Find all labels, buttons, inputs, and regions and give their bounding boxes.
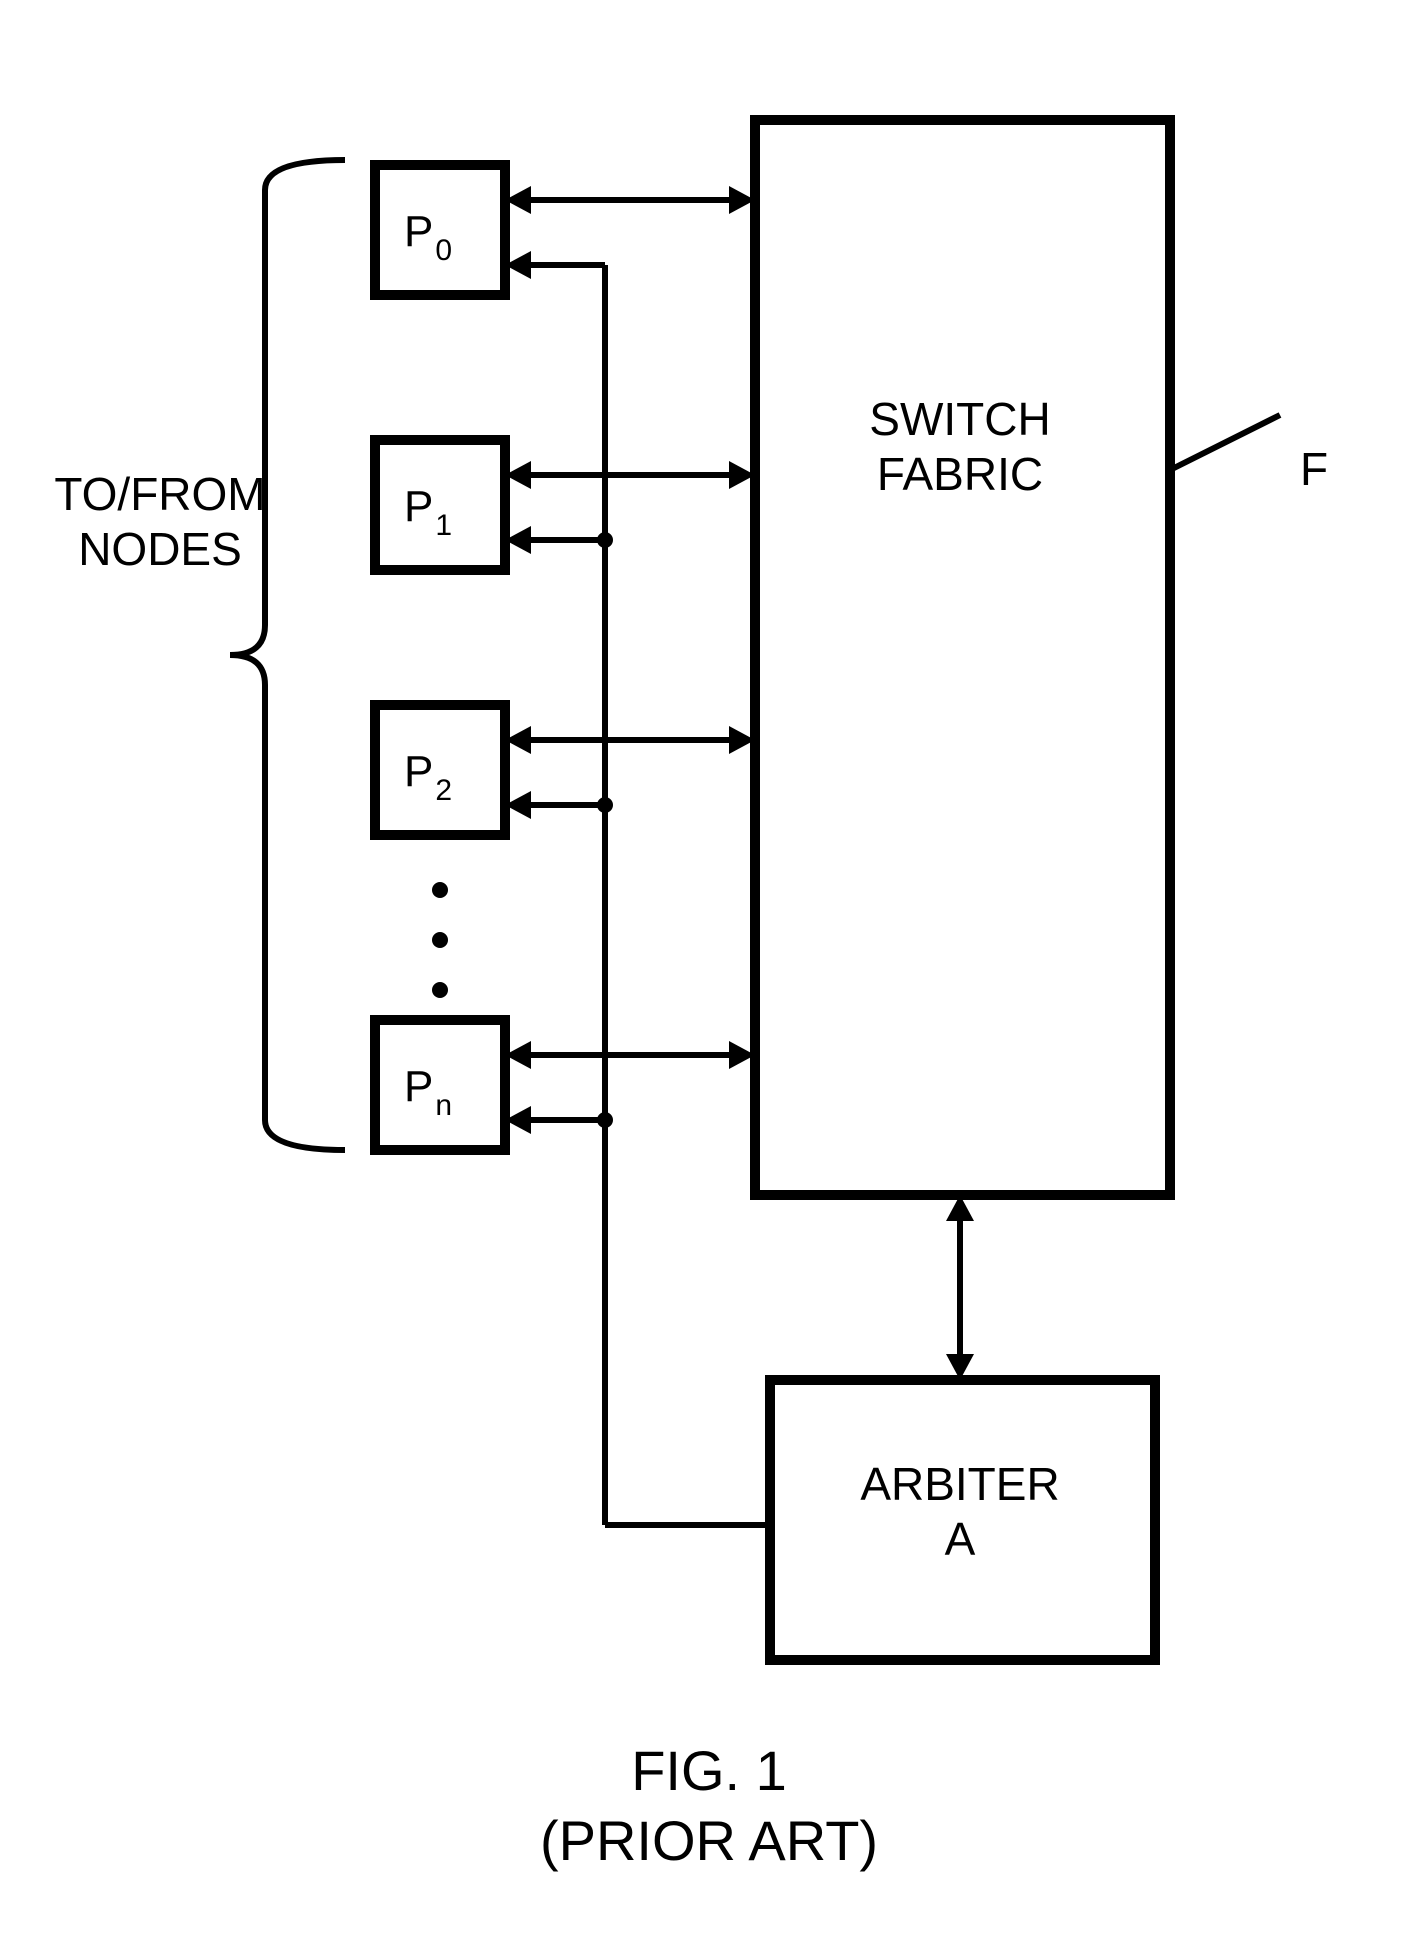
port-p1-label: P1 bbox=[404, 482, 452, 542]
brace-nodes bbox=[230, 160, 345, 1150]
port-p1-box bbox=[375, 440, 505, 570]
label-f: F bbox=[1300, 443, 1328, 495]
port-pn-box bbox=[375, 1020, 505, 1150]
switch-fabric-label: FABRIC bbox=[877, 448, 1043, 500]
figure-caption: FIG. 1 bbox=[631, 1739, 787, 1802]
switch-fabric-label: SWITCH bbox=[869, 393, 1050, 445]
port-p0-box bbox=[375, 165, 505, 295]
arbiter-label: A bbox=[945, 1513, 976, 1565]
port-pn-label: Pn bbox=[404, 1062, 452, 1122]
arbiter-label: ARBITER bbox=[860, 1458, 1059, 1510]
to-from-label: TO/FROM bbox=[54, 468, 265, 520]
port-p2-box bbox=[375, 705, 505, 835]
leader-f bbox=[1170, 415, 1280, 470]
to-from-label: NODES bbox=[78, 523, 242, 575]
port-p0-label: P0 bbox=[404, 207, 452, 267]
port-p2-label: P2 bbox=[404, 747, 452, 807]
switch-fabric-box bbox=[755, 120, 1170, 1195]
figure-caption: (PRIOR ART) bbox=[540, 1809, 878, 1872]
